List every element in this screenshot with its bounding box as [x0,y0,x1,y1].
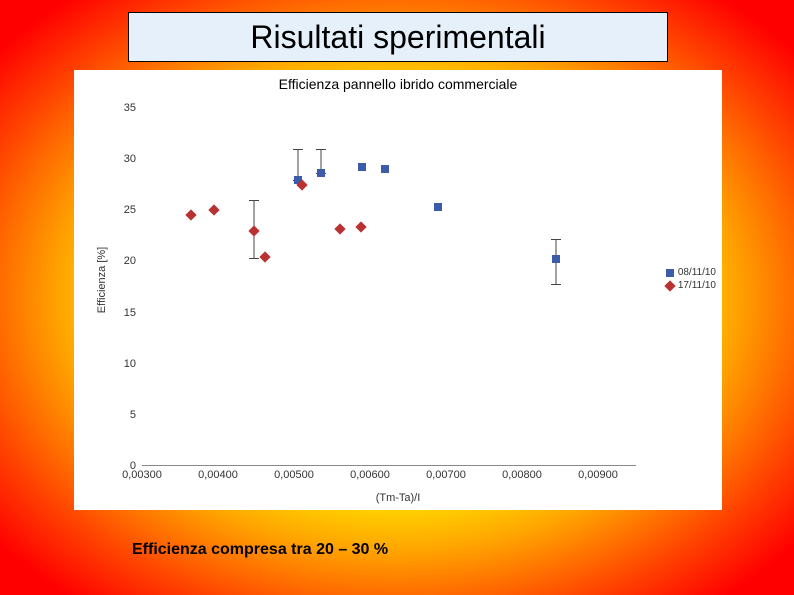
error-cap [249,258,259,259]
y-axis-label: Efficienza [%] [96,247,108,313]
x-tick: 0,00600 [350,465,390,481]
y-tick: 5 [130,409,142,421]
data-point [317,169,325,177]
y-tick: 35 [124,102,142,114]
y-tick: 25 [124,204,142,216]
chart-title: Efficienza pannello ibrido commerciale [74,70,722,92]
slide-title: Risultati sperimentali [250,19,545,56]
error-cap [316,149,326,150]
y-tick: 15 [124,307,142,319]
x-tick: 0,00700 [426,465,466,481]
x-tick: 0,00400 [198,465,238,481]
legend-marker [664,280,675,291]
data-point [334,223,345,234]
y-tick: 20 [124,255,142,267]
data-point [434,203,442,211]
data-point [259,252,270,263]
plot-area: 051015202530350,003000,004000,005000,006… [142,108,636,466]
data-point [209,205,220,216]
legend-label: 08/11/10 [678,267,716,278]
data-point [381,165,389,173]
data-point [249,225,260,236]
data-point [186,210,197,221]
x-tick: 0,00500 [274,465,314,481]
legend-row: 08/11/10 [666,267,716,278]
slide: Risultati sperimentali Efficienza pannel… [0,0,794,595]
error-cap [249,200,259,201]
data-point [358,163,366,171]
legend-row: 17/11/10 [666,280,716,291]
error-cap [551,284,561,285]
x-tick: 0,00900 [578,465,618,481]
title-box: Risultati sperimentali [128,12,668,62]
error-cap [551,239,561,240]
y-tick: 30 [124,153,142,165]
data-point [355,221,366,232]
legend-label: 17/11/10 [678,280,716,291]
x-axis-label: (Tm-Ta)/I [376,492,421,504]
legend-marker [666,269,674,277]
error-cap [293,149,303,150]
legend: 08/11/10 17/11/10 [666,265,716,293]
x-tick: 0,00800 [502,465,542,481]
caption-text: Efficienza compresa tra 20 – 30 % [132,541,388,559]
x-tick: 0,00300 [122,465,162,481]
data-point [552,255,560,263]
chart-container: Efficienza pannello ibrido commerciale E… [74,70,722,510]
y-tick: 10 [124,358,142,370]
